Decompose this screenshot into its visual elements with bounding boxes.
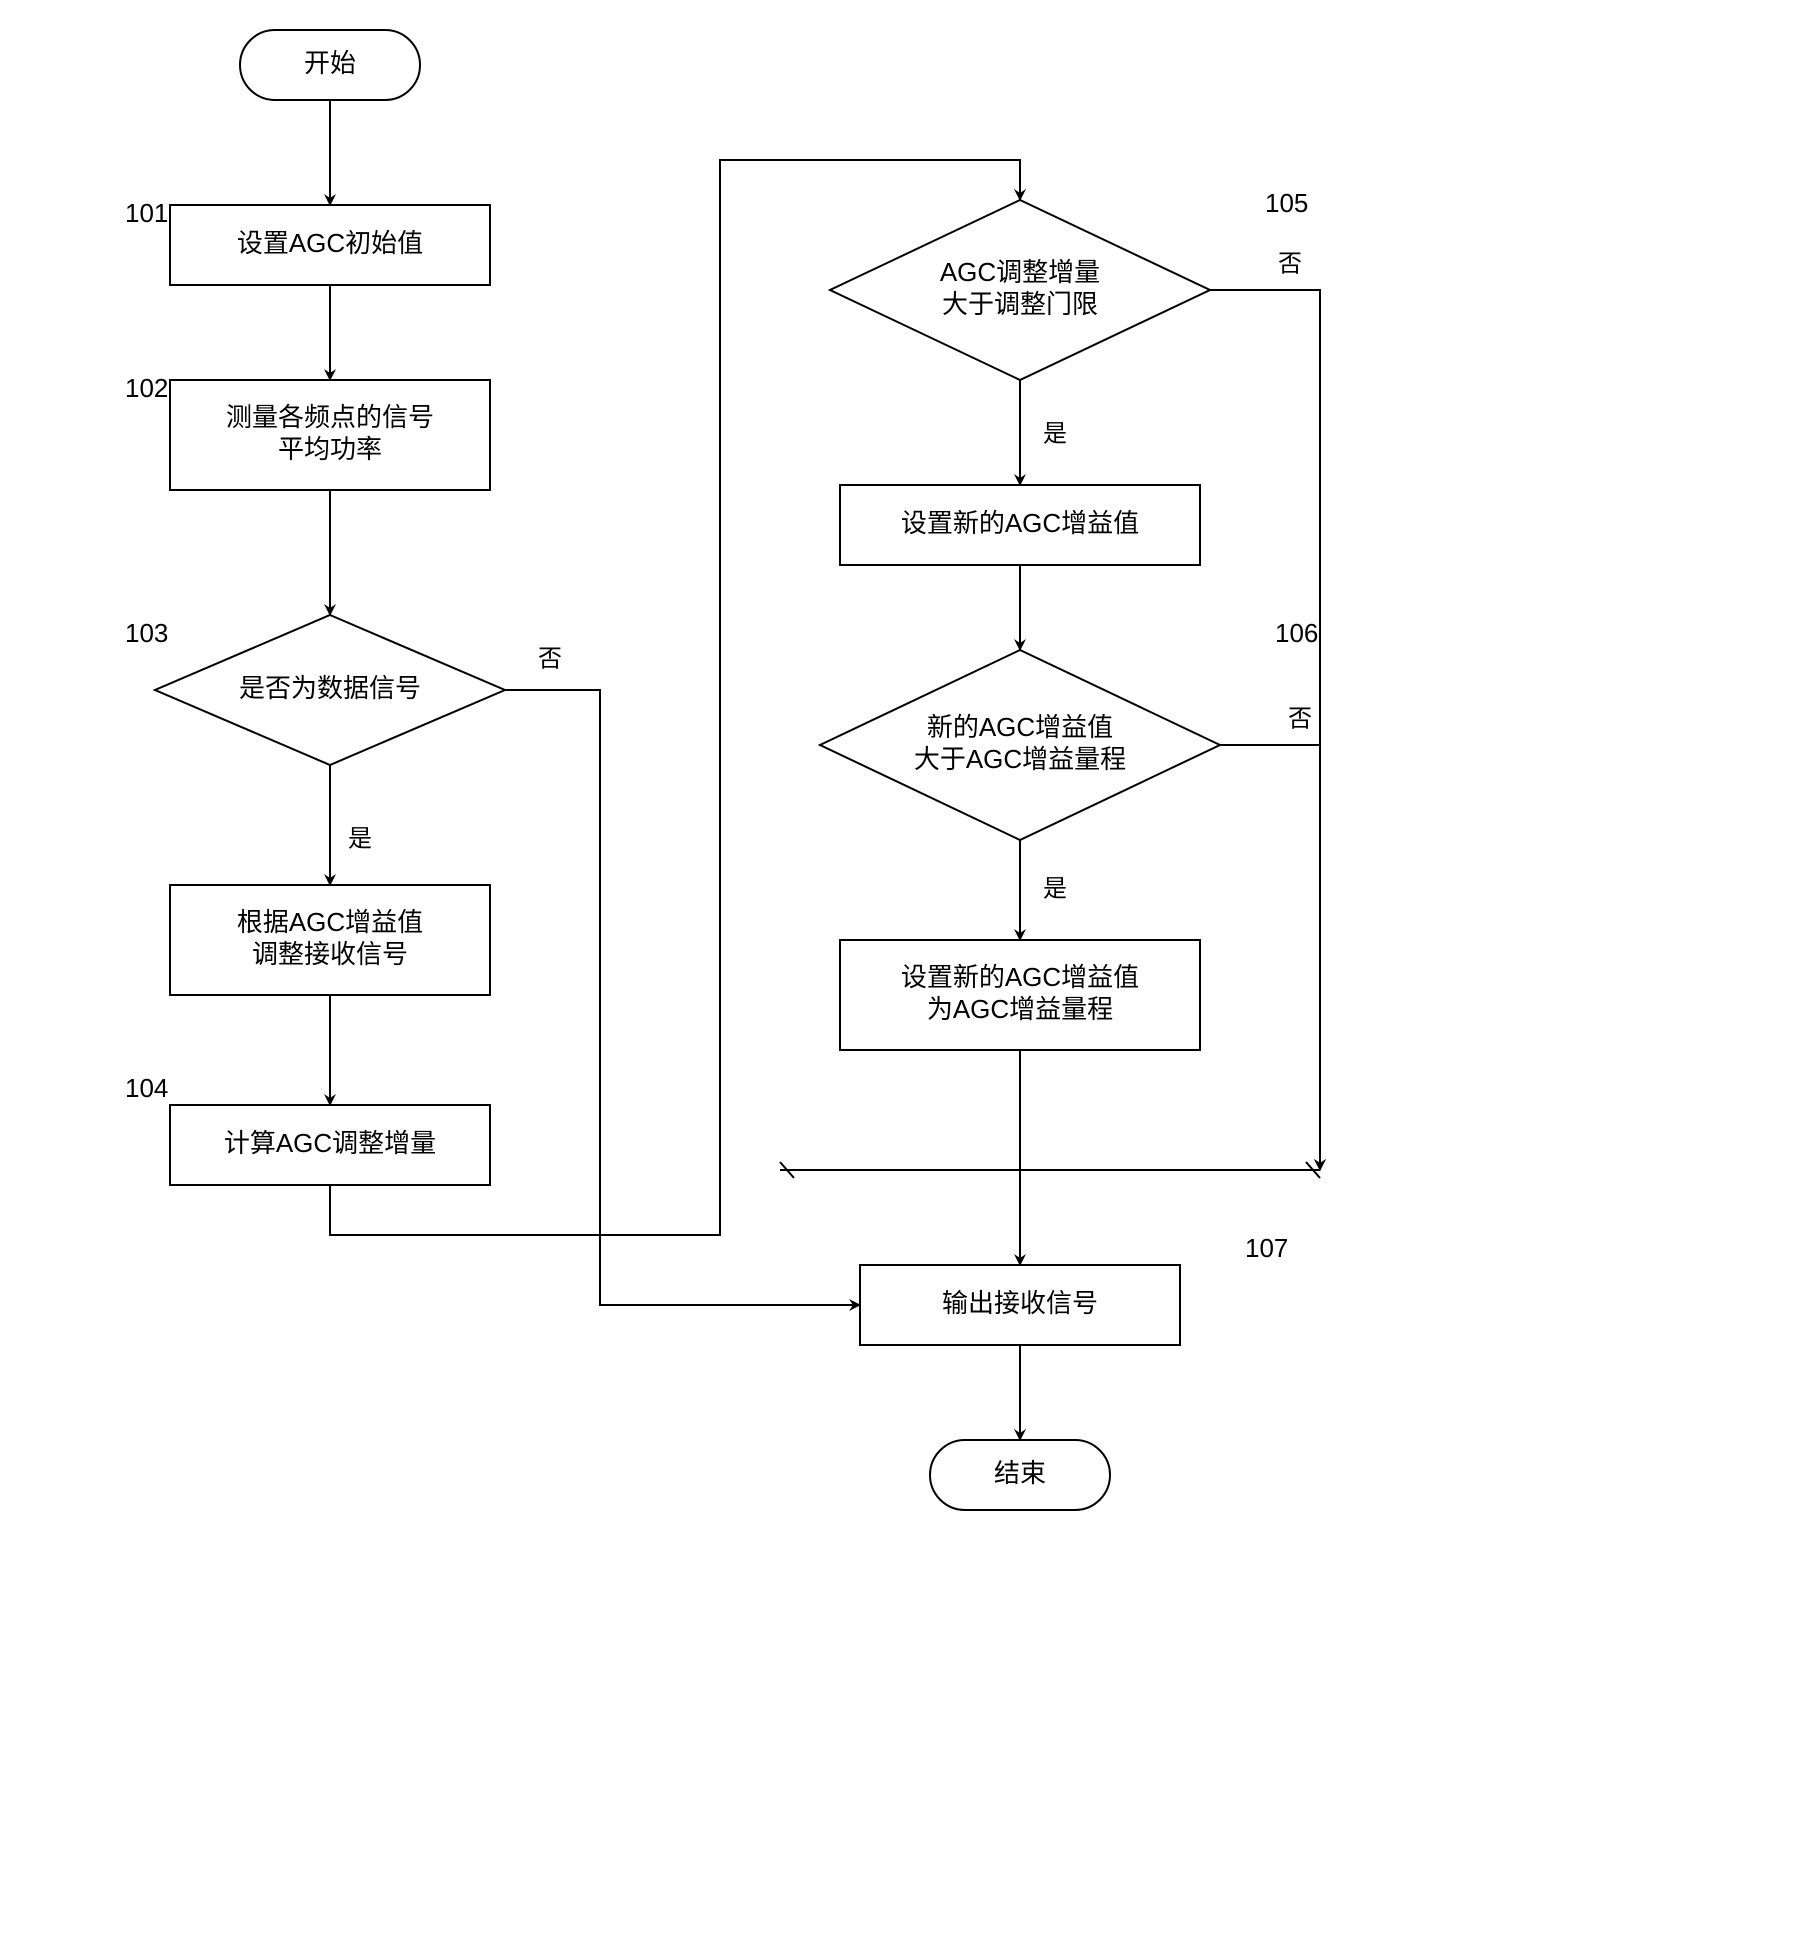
edge-label: 否 [1288,705,1312,732]
node-text: 大于调整门限 [942,289,1098,319]
node-n106: 新的AGC增益值大于AGC增益量程 [820,650,1220,840]
node-text: 测量各频点的信号 [226,402,434,432]
node-n103: 是否为数据信号 [155,615,505,765]
node-text: 计算AGC调整增量 [224,1128,436,1158]
edge-label: 是 [1043,420,1067,447]
node-text: 平均功率 [278,434,382,464]
node-n106a: 设置新的AGC增益值为AGC增益量程 [840,940,1200,1050]
node-text: 设置新的AGC增益值 [901,508,1139,538]
node-text: 开始 [304,48,356,78]
edge-label: 是 [348,825,372,852]
flowchart: 是否是否是否 开始设置AGC初始值测量各频点的信号平均功率是否为数据信号根据AG… [20,20,1420,1570]
step-label-103: 103 [125,618,168,648]
node-text: 为AGC增益量程 [927,994,1113,1024]
node-text: 设置新的AGC增益值 [901,962,1139,992]
step-label-105: 105 [1265,188,1308,218]
node-n103a: 根据AGC增益值调整接收信号 [170,885,490,995]
node-n101: 设置AGC初始值 [170,205,490,285]
step-label-107: 107 [1245,1233,1288,1263]
step-label-101: 101 [125,198,168,228]
node-n105: AGC调整增量大于调整门限 [830,200,1210,380]
node-end: 结束 [930,1440,1110,1510]
edge [505,690,860,1305]
node-text: 结束 [994,1458,1046,1488]
edge-label: 否 [1278,250,1302,277]
node-text: 根据AGC增益值 [237,907,423,937]
node-text: 大于AGC增益量程 [914,744,1126,774]
node-n102: 测量各频点的信号平均功率 [170,380,490,490]
node-text: 设置AGC初始值 [237,228,423,258]
node-text: AGC调整增量 [940,257,1100,287]
step-label-106: 106 [1275,618,1318,648]
step-label-102: 102 [125,373,168,403]
node-start: 开始 [240,30,420,100]
edge-label: 否 [538,645,562,672]
node-text: 是否为数据信号 [239,673,421,703]
step-label-104: 104 [125,1073,168,1103]
node-n107: 输出接收信号 [860,1265,1180,1345]
node-text: 新的AGC增益值 [927,712,1113,742]
node-n105a: 设置新的AGC增益值 [840,485,1200,565]
edge-label: 是 [1043,875,1067,902]
edge [1220,745,1320,1170]
node-n104: 计算AGC调整增量 [170,1105,490,1185]
node-text: 调整接收信号 [252,939,408,969]
node-text: 输出接收信号 [942,1288,1098,1318]
